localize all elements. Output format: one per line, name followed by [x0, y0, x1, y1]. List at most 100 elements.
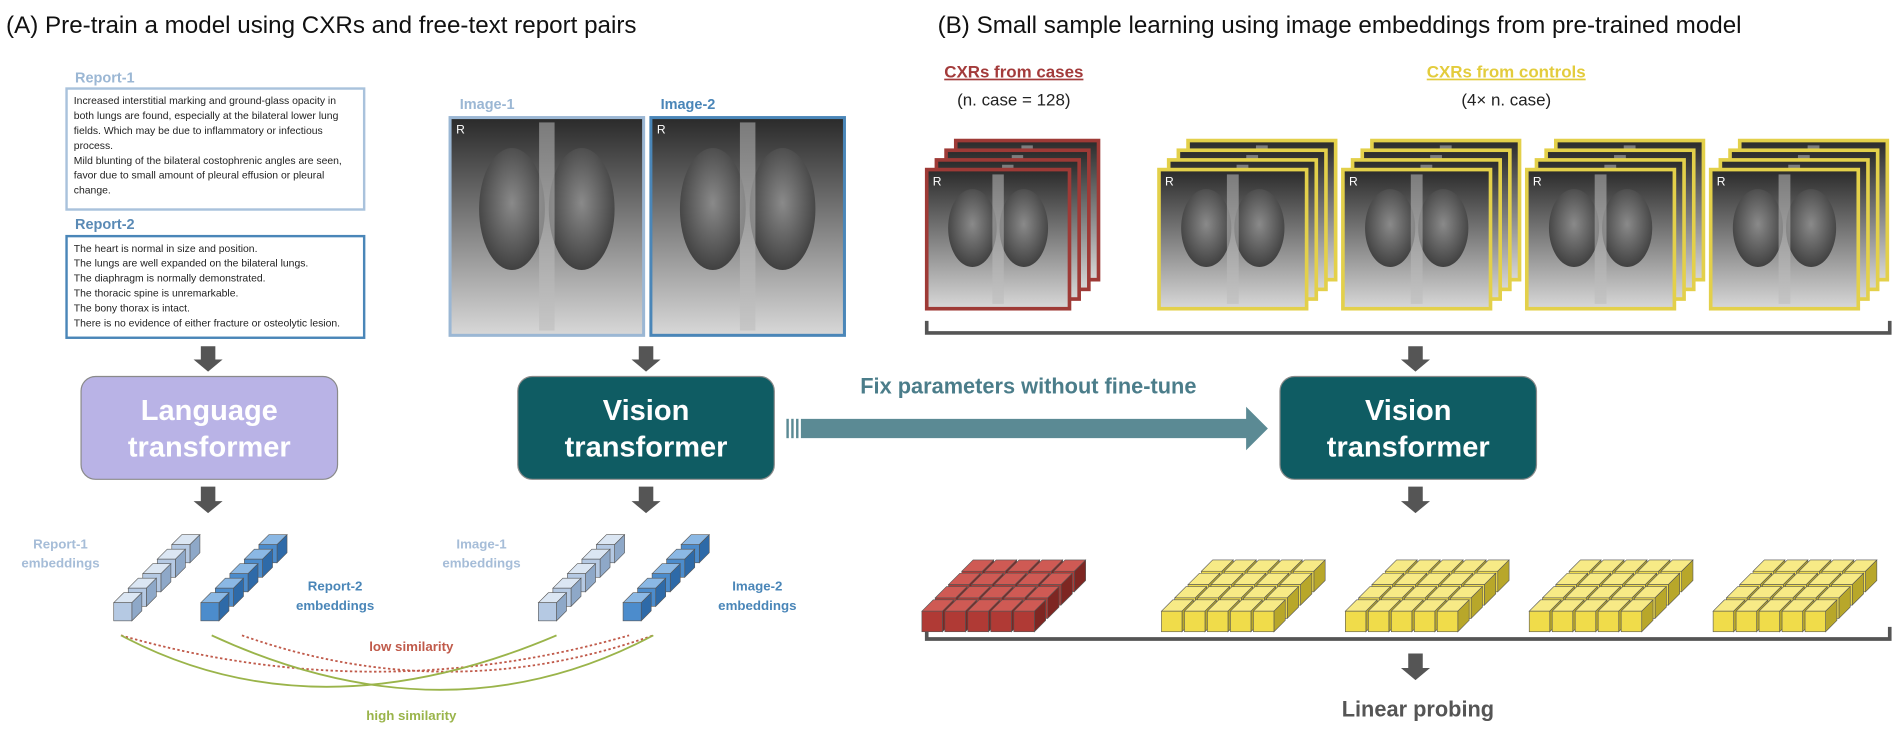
report-line: fields. Which may be due to inflammatory…: [74, 126, 323, 137]
model-box: [517, 375, 775, 480]
cube-front: [1161, 610, 1183, 633]
cube-front: [967, 610, 989, 633]
connector-tail: [791, 418, 794, 439]
cube-front: [1413, 610, 1436, 633]
embedding-label: embeddings: [442, 556, 520, 571]
model-label: Vision: [1365, 395, 1452, 427]
arrow: [631, 486, 661, 514]
report-line: The bony thorax is intact.: [74, 303, 190, 314]
cube-front: [1345, 610, 1367, 633]
model-label: Language: [141, 395, 278, 427]
connector-tail: [796, 418, 799, 439]
report-label: Report-1: [75, 70, 135, 86]
cube-front: [1597, 610, 1620, 633]
cube-front: [1390, 610, 1413, 633]
cube-front: [1207, 610, 1229, 633]
report-label: Report-2: [75, 217, 135, 233]
lung: [999, 189, 1049, 267]
bracket: [924, 320, 1892, 335]
lung: [1785, 189, 1837, 267]
cube-front: [1253, 610, 1275, 633]
report-line: The diaphragm is normally demonstrated.: [74, 274, 266, 285]
report-line: There is no evidence of either fracture …: [74, 318, 340, 329]
model-label: transformer: [128, 431, 291, 463]
similarity-label: low similarity: [369, 639, 454, 654]
cube-front: [1804, 610, 1826, 633]
lung: [1548, 189, 1600, 267]
report-line: Mild blunting of the bilateral costophre…: [74, 156, 342, 167]
lung: [1234, 189, 1285, 267]
cube-front: [1184, 610, 1206, 633]
connector-label: Fix parameters without fine-tune: [860, 373, 1196, 398]
cube-front: [921, 610, 943, 633]
spine: [539, 122, 555, 331]
report-line: favor due to small amount of pleural eff…: [74, 171, 324, 182]
embedding-label: Image-1: [456, 536, 507, 551]
group-note: (n. case = 128): [957, 90, 1070, 109]
report-line: Increased interstitial marking and groun…: [74, 96, 336, 107]
group-note: (4× n. case): [1461, 90, 1551, 109]
lung: [1181, 189, 1232, 267]
report-line: The heart is normal in size and position…: [74, 244, 258, 255]
cube-front: [200, 602, 220, 622]
cube-front: [1528, 610, 1551, 633]
low-similarity-arc: [120, 634, 630, 673]
image-label: Image-1: [460, 97, 515, 113]
lung: [1365, 189, 1416, 267]
spine: [739, 122, 756, 331]
panel-title: (A) Pre-train a model using CXRs and fre…: [6, 12, 636, 39]
cube-front: [944, 610, 966, 633]
image-marker: R: [456, 122, 465, 136]
lung: [679, 148, 746, 271]
cube-front: [113, 602, 133, 622]
lung: [1418, 189, 1469, 267]
spine: [1778, 174, 1791, 304]
embedding-label: embeddings: [21, 556, 99, 571]
high-similarity-arc: [120, 634, 557, 688]
arrow: [193, 346, 223, 372]
lung: [1602, 189, 1653, 267]
cube-front: [622, 602, 642, 622]
report-line: change.: [74, 186, 111, 197]
cube-front: [1436, 610, 1459, 633]
arrow: [193, 486, 223, 514]
cube-front: [1620, 610, 1643, 633]
arrow: [1400, 486, 1431, 514]
group-label: CXRs from controls: [1427, 63, 1586, 82]
image-marker: R: [1165, 174, 1174, 188]
model-box: [80, 375, 339, 480]
cube-front: [1013, 610, 1035, 633]
cube-front: [1368, 610, 1390, 633]
lung: [1732, 189, 1784, 267]
embedding-label: embeddings: [296, 598, 374, 613]
cube-front: [1735, 610, 1757, 633]
cube-front: [1551, 610, 1574, 633]
connector-tail: [786, 418, 789, 439]
spine: [1594, 174, 1607, 304]
spine: [1410, 174, 1423, 304]
spine: [992, 174, 1004, 304]
image-marker: R: [1349, 174, 1358, 188]
cube-front: [990, 610, 1012, 633]
model-box: [1279, 375, 1538, 480]
cube-front: [1574, 610, 1597, 633]
model-label: Vision: [603, 395, 690, 427]
embedding-label: Report-2: [308, 579, 363, 594]
embedding-label: Image-2: [732, 579, 782, 594]
group-label: CXRs from cases: [944, 63, 1083, 82]
image-marker: R: [1533, 174, 1542, 188]
cube-front: [1781, 610, 1803, 633]
panel-title: (B) Small sample learning using image em…: [938, 12, 1742, 39]
report-line: process.: [74, 141, 113, 152]
embedding-label: embeddings: [718, 598, 796, 613]
cube-front: [1712, 610, 1734, 633]
report-line: The lungs are well expanded on the bilat…: [74, 259, 309, 270]
arrow: [1400, 346, 1431, 372]
lung: [749, 148, 816, 271]
high-similarity-arc: [211, 634, 654, 691]
arrow: [1400, 653, 1431, 681]
model-label: transformer: [1327, 431, 1490, 463]
cube-front: [1230, 610, 1252, 633]
arrow: [631, 346, 661, 372]
